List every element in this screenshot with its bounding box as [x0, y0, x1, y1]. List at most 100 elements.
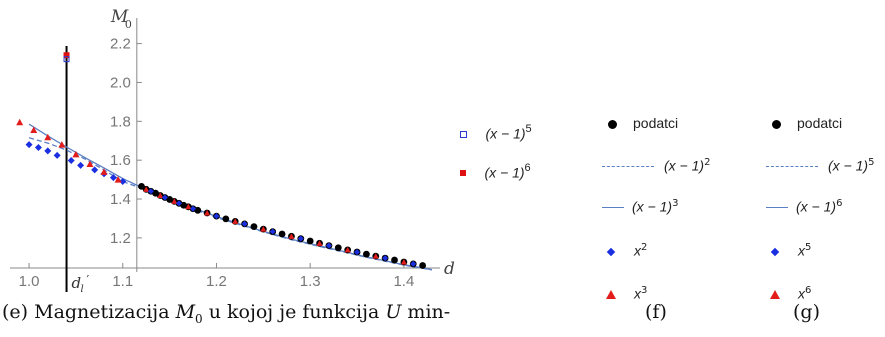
legend-label: x	[798, 285, 805, 302]
legend-label: (x − 1)	[664, 157, 705, 174]
legend-item: (x − 1)5	[766, 157, 874, 175]
data-point	[334, 244, 342, 252]
legend-label: x	[798, 242, 805, 259]
legend-item: x2	[602, 242, 647, 260]
y-tick-label: 2.2	[110, 36, 131, 53]
y-tick-label: 1.4	[110, 191, 131, 208]
caption-f: (f)	[645, 301, 667, 323]
caption-e-math-sub: 0	[195, 311, 203, 326]
caption-e-pre: (e) Magnetizacija	[2, 301, 176, 323]
y-tick-label: 2.0	[110, 74, 131, 91]
triangle-point	[344, 246, 351, 253]
vertical-marker-label-sub: l	[81, 284, 84, 295]
vertical-marker-label: d	[72, 274, 82, 292]
data-point	[306, 237, 314, 245]
solid-line-icon	[602, 207, 624, 209]
dashed-line-icon	[766, 166, 818, 168]
triangle-icon	[770, 290, 780, 300]
caption-e-post: min-	[401, 301, 451, 323]
caption-e-math: M	[175, 301, 196, 323]
vertical-marker-label-tick: ′	[87, 273, 90, 287]
diamond-point	[77, 161, 85, 169]
triangle-point	[204, 210, 211, 216]
legend-item: (x − 1)3	[602, 198, 678, 216]
caption-e-math2: U	[385, 301, 402, 323]
triangle-point	[400, 258, 407, 265]
diamond-point	[53, 151, 61, 159]
y-axis-label: M	[110, 7, 129, 27]
diamond-point	[147, 188, 154, 195]
legend-item: x6	[766, 285, 811, 303]
x-tick-label: 1.1	[112, 273, 133, 290]
triangle-point	[100, 168, 108, 175]
legend-item: x5	[766, 242, 811, 260]
inline-legend-sup-2: 6	[524, 162, 531, 174]
legend-label: x	[634, 285, 641, 302]
open-square-icon	[460, 130, 467, 138]
y-axis-label-sub: 0	[125, 18, 132, 31]
diamond-point	[25, 141, 33, 149]
legend-label: podatci	[797, 115, 843, 131]
dot-icon	[608, 119, 617, 129]
series-line	[28, 123, 433, 271]
triangle-point	[185, 203, 192, 210]
inline-legend-sup-1: 5	[525, 123, 532, 135]
triangle-point	[171, 198, 178, 204]
legend-label: (x − 1)	[632, 198, 673, 215]
data-point	[222, 215, 230, 223]
triangle-point	[157, 192, 164, 199]
diamond-point	[213, 213, 220, 220]
triangle-point	[72, 150, 80, 158]
legend-label: (x − 1)	[796, 198, 837, 215]
y-tick-label: 1.6	[110, 152, 131, 169]
legend-sup: 5	[805, 242, 812, 253]
legend-sup: 2	[704, 157, 711, 168]
legend-sup: 6	[805, 285, 812, 296]
diamond-point	[34, 144, 42, 152]
diamond-point	[44, 147, 52, 155]
series-line	[28, 137, 433, 271]
highlight-square-filled	[63, 52, 70, 59]
inline-legend-item-1: (x − 1)5	[460, 123, 532, 143]
diamond-icon	[606, 247, 616, 256]
x-tick-label: 1.0	[19, 273, 40, 290]
y-tick-label: 1.2	[110, 230, 131, 247]
triangle-point	[316, 240, 323, 246]
caption-e: (e) Magnetizacija M0 u kojoj je funkcija…	[2, 301, 450, 326]
plot-series	[16, 52, 433, 271]
diamond-point	[119, 178, 127, 186]
inline-legend-label-1: (x − 1)	[485, 125, 526, 142]
dot-icon	[772, 119, 781, 129]
diamond-point	[269, 228, 276, 235]
inline-legend-label-2: (x − 1)	[484, 164, 525, 181]
diamond-point	[190, 205, 197, 212]
y-tick-label: 1.8	[110, 113, 131, 130]
solid-line-icon	[766, 207, 788, 209]
legend-sup: 2	[641, 242, 648, 253]
inline-legend-item-2: (x − 1)6	[460, 162, 531, 182]
triangle-point	[58, 141, 66, 148]
legend-label: x	[634, 242, 641, 259]
data-point	[278, 230, 286, 238]
legend-sup: 3	[641, 285, 648, 296]
caption-e-mid: u kojoj je funkcija	[202, 301, 386, 323]
triangle-point	[114, 176, 122, 183]
triangle-point	[260, 226, 267, 232]
x-tick-label: 1.3	[300, 273, 321, 290]
highlight-square-open	[63, 56, 70, 63]
diamond-point	[67, 157, 75, 165]
x-axis-label: d	[444, 259, 455, 279]
triangle-point	[232, 218, 239, 224]
legend-item: (x − 1)6	[766, 198, 842, 216]
diamond-point	[91, 166, 99, 174]
legend-label: podatci	[633, 115, 679, 131]
diamond-point	[354, 249, 361, 256]
caption-g: (g)	[793, 301, 820, 323]
legend-sup: 3	[672, 198, 679, 209]
dashed-line-icon	[602, 166, 654, 168]
legend-item: podatci	[766, 115, 842, 132]
triangle-point	[372, 253, 379, 259]
data-point	[391, 256, 398, 264]
triangle-point	[288, 233, 295, 239]
